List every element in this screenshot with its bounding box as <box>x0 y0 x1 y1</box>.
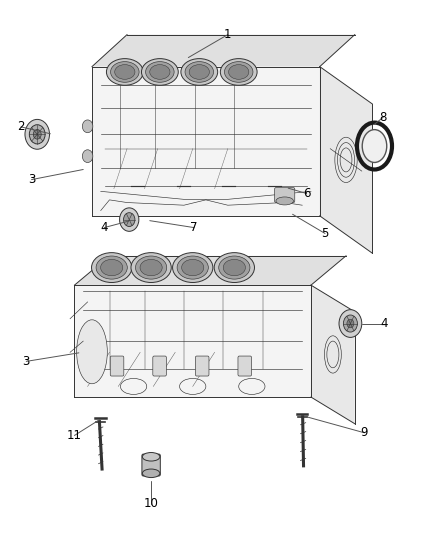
Ellipse shape <box>131 253 171 282</box>
Ellipse shape <box>276 197 293 205</box>
Circle shape <box>82 120 93 133</box>
Ellipse shape <box>115 64 135 79</box>
FancyBboxPatch shape <box>110 356 124 376</box>
Text: 5: 5 <box>321 227 328 240</box>
FancyBboxPatch shape <box>275 188 295 203</box>
Ellipse shape <box>182 260 204 276</box>
Ellipse shape <box>140 260 162 276</box>
Ellipse shape <box>142 469 160 478</box>
Text: 3: 3 <box>28 173 35 186</box>
Polygon shape <box>320 67 372 253</box>
Ellipse shape <box>214 253 254 282</box>
Text: 7: 7 <box>190 221 198 234</box>
Ellipse shape <box>145 62 174 82</box>
Ellipse shape <box>223 260 245 276</box>
Ellipse shape <box>224 62 253 82</box>
Ellipse shape <box>142 453 160 461</box>
Ellipse shape <box>189 64 209 79</box>
Text: 2: 2 <box>17 120 25 133</box>
Circle shape <box>124 213 135 227</box>
Ellipse shape <box>362 130 387 163</box>
Ellipse shape <box>185 62 214 82</box>
Circle shape <box>339 310 362 337</box>
Ellipse shape <box>181 59 218 85</box>
Text: 4: 4 <box>380 317 388 330</box>
Ellipse shape <box>173 253 213 282</box>
Circle shape <box>347 319 354 328</box>
FancyBboxPatch shape <box>238 356 251 376</box>
Ellipse shape <box>141 59 178 85</box>
Ellipse shape <box>110 62 139 82</box>
Text: 10: 10 <box>144 497 159 510</box>
FancyBboxPatch shape <box>153 356 166 376</box>
Text: 1: 1 <box>224 28 232 41</box>
Text: 3: 3 <box>23 355 30 368</box>
Text: 6: 6 <box>303 187 311 200</box>
Circle shape <box>25 119 49 149</box>
Text: 4: 4 <box>100 221 108 234</box>
Ellipse shape <box>96 256 127 279</box>
Polygon shape <box>92 67 320 216</box>
Ellipse shape <box>220 59 257 85</box>
Ellipse shape <box>106 59 143 85</box>
Circle shape <box>82 150 93 163</box>
Polygon shape <box>92 35 355 67</box>
Polygon shape <box>311 285 355 424</box>
Circle shape <box>120 208 139 231</box>
Ellipse shape <box>92 253 132 282</box>
Ellipse shape <box>229 64 249 79</box>
Circle shape <box>29 125 45 144</box>
Ellipse shape <box>135 256 167 279</box>
Text: 9: 9 <box>360 426 368 439</box>
Text: 11: 11 <box>67 429 82 442</box>
Ellipse shape <box>150 64 170 79</box>
FancyBboxPatch shape <box>195 356 209 376</box>
Ellipse shape <box>77 320 107 384</box>
Circle shape <box>343 315 357 332</box>
FancyBboxPatch shape <box>142 454 160 476</box>
Text: 8: 8 <box>380 111 387 124</box>
Ellipse shape <box>177 256 208 279</box>
Ellipse shape <box>101 260 123 276</box>
Circle shape <box>33 130 41 139</box>
Ellipse shape <box>219 256 250 279</box>
Polygon shape <box>74 256 346 285</box>
Polygon shape <box>74 285 311 397</box>
